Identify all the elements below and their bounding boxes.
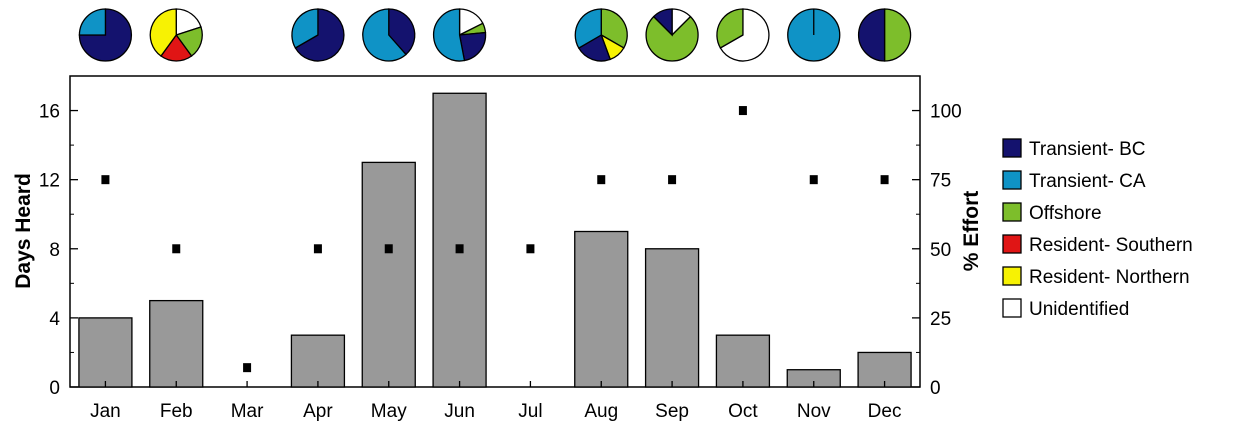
pie-slice	[652, 8, 673, 37]
bar-sep	[644, 248, 700, 388]
pie-slice	[574, 8, 602, 49]
y-tick-label: 0	[49, 378, 60, 399]
pie-slice	[291, 8, 319, 49]
pie-jan	[78, 8, 133, 62]
bar-jan	[78, 317, 133, 388]
pie-slice	[883, 8, 912, 62]
x-tick-label: Jul	[518, 401, 542, 422]
effort-marker-aug	[597, 175, 606, 185]
legend-label: Resident- Southern	[1029, 235, 1193, 256]
effort-marker-jun	[455, 244, 464, 254]
pie-slice	[458, 31, 487, 62]
bar-jun	[432, 92, 487, 388]
x-tick-label: May	[371, 401, 407, 422]
pie-feb	[149, 8, 203, 62]
pie-slice	[78, 8, 107, 36]
x-tick-label: Aug	[584, 401, 618, 422]
x-tick-label: Jan	[90, 401, 121, 422]
effort-markers	[101, 106, 889, 373]
legend-swatch	[1002, 298, 1022, 318]
effort-marker-nov	[809, 175, 818, 185]
legend-swatch	[1002, 170, 1022, 190]
bar-aug	[574, 230, 629, 388]
x-tick-label: Feb	[160, 401, 193, 422]
x-tick-label: Nov	[797, 401, 831, 422]
effort-marker-oct	[738, 106, 747, 116]
x-tick-label: Oct	[728, 401, 758, 422]
axis-ticks: Jan Feb Mar Apr May Jun Jul Aug Sep Oct Nov Dec 0 4 8 1…	[39, 102, 962, 422]
pie-oct	[716, 8, 770, 62]
pie-aug	[574, 8, 628, 62]
pie-jun	[432, 8, 487, 62]
effort-marker-feb	[172, 244, 181, 254]
pie-slice	[294, 8, 345, 62]
y2-axis-title: % Effort	[960, 191, 983, 272]
legend-label: Resident- Northern	[1029, 267, 1190, 288]
pie-slice	[432, 8, 466, 62]
legend-label: Transient- CA	[1029, 171, 1146, 192]
pie-slice	[719, 8, 770, 62]
y-axis-title: Days Heard	[12, 173, 35, 289]
bar-may	[361, 161, 416, 388]
pie-slice	[716, 8, 744, 49]
y2-tick-label: 50	[930, 240, 951, 261]
legend-swatch	[1002, 234, 1022, 254]
pie-dec	[857, 8, 912, 62]
legend-swatch	[1002, 202, 1022, 222]
effort-marker-mar	[243, 363, 252, 373]
pie-nov	[787, 8, 841, 62]
effort-marker-apr	[313, 244, 322, 254]
y-tick-label: 16	[39, 102, 60, 123]
y2-tick-label: 75	[930, 171, 951, 192]
effort-marker-jan	[101, 175, 110, 185]
pie-slice	[78, 8, 133, 62]
bar-feb	[149, 299, 204, 388]
pie-slice	[577, 34, 612, 62]
pie-row	[78, 8, 912, 62]
bar-oct	[715, 334, 771, 388]
legend-swatch	[1002, 266, 1022, 286]
pie-sep	[645, 8, 699, 62]
x-tick-label: Dec	[868, 401, 902, 422]
y-tick-label: 8	[49, 240, 60, 261]
pie-slice	[362, 8, 407, 62]
plot-frame	[69, 75, 921, 388]
effort-marker-jul	[526, 244, 535, 254]
bar-series	[78, 92, 912, 388]
y2-tick-label: 25	[930, 309, 951, 330]
effort-marker-sep	[668, 175, 677, 185]
legend-label: Transient- BC	[1029, 139, 1146, 160]
x-tick-label: Mar	[231, 401, 264, 422]
pie-slice	[149, 8, 177, 57]
legend-label: Offshore	[1029, 203, 1102, 224]
pie-apr	[291, 8, 345, 62]
pie-slice	[857, 8, 886, 62]
legend-label: Unidentified	[1029, 299, 1129, 320]
x-tick-label: Apr	[303, 401, 333, 422]
pie-may	[362, 8, 416, 62]
x-tick-label: Sep	[655, 401, 689, 422]
effort-marker-may	[384, 244, 393, 254]
legend-swatch	[1002, 138, 1022, 158]
bar-apr	[290, 334, 346, 388]
x-tick-label: Jun	[444, 401, 475, 422]
legend: Transient- BC Transient- CA Offshore Reside…	[1002, 138, 1193, 320]
y-tick-label: 12	[39, 171, 60, 192]
y2-tick-label: 0	[930, 378, 941, 399]
y-tick-label: 4	[49, 309, 60, 330]
y2-tick-label: 100	[930, 102, 962, 123]
pie-slice	[388, 8, 416, 56]
pie-slice	[645, 15, 699, 62]
effort-marker-dec	[880, 175, 889, 185]
